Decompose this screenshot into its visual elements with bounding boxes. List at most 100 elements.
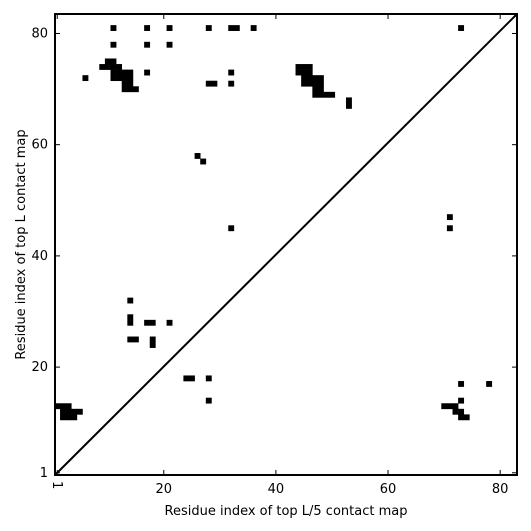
contact-point-upper xyxy=(317,80,324,87)
contact-point-upper xyxy=(127,80,134,87)
contact-point-lower xyxy=(65,414,72,421)
contact-point-upper xyxy=(127,69,134,76)
contact-point-upper xyxy=(301,64,308,70)
contact-point-lower xyxy=(452,408,459,415)
contact-point-upper xyxy=(317,75,324,82)
contact-point-lower xyxy=(205,397,212,404)
contact-point-upper xyxy=(166,25,173,31)
contact-point-upper xyxy=(110,25,117,31)
contact-point-upper xyxy=(127,75,134,82)
contact-point-lower xyxy=(132,336,139,343)
contact-point-lower xyxy=(149,319,156,326)
contact-point-upper xyxy=(301,75,308,82)
y-axis-label: Residue index of top L contact map xyxy=(14,129,29,359)
contact-point-lower xyxy=(441,403,448,410)
contact-point-upper xyxy=(228,225,235,232)
contact-point-lower xyxy=(486,381,493,387)
contact-point-upper xyxy=(116,69,123,76)
contact-point-lower xyxy=(189,375,195,382)
contact-point-upper xyxy=(228,80,235,87)
contact-point-lower xyxy=(458,408,465,415)
contact-point-upper xyxy=(446,214,453,221)
contact-point-lower xyxy=(205,375,212,382)
contact-point-upper xyxy=(121,86,128,93)
x-tick-label: 80 xyxy=(492,482,509,497)
contact-point-upper xyxy=(323,91,330,98)
contact-point-upper xyxy=(312,80,319,87)
contact-point-upper xyxy=(250,25,257,31)
contact-point-lower xyxy=(127,297,134,304)
contact-point-upper xyxy=(166,41,173,48)
contact-point-lower xyxy=(65,408,72,415)
contact-point-lower xyxy=(452,403,459,410)
contact-point-upper xyxy=(110,64,117,70)
contact-point-lower xyxy=(458,414,465,421)
contact-point-lower xyxy=(76,408,83,415)
contact-point-lower xyxy=(458,381,465,387)
contact-point-lower xyxy=(65,403,72,410)
contact-point-lower xyxy=(54,403,61,410)
contact-point-upper xyxy=(312,75,319,82)
y-tick-label: 1 xyxy=(40,466,48,481)
contact-point-lower xyxy=(71,414,78,421)
y-tick-label: 40 xyxy=(31,249,48,264)
y-tick-label: 60 xyxy=(31,138,48,153)
contact-point-upper xyxy=(205,25,212,31)
x-tick-label: 1 xyxy=(49,481,64,489)
contact-point-upper xyxy=(116,64,123,70)
contact-point-upper xyxy=(104,64,111,70)
x-tick-label: 40 xyxy=(268,482,285,497)
y-tick-label: 80 xyxy=(31,26,48,41)
contact-point-lower xyxy=(127,314,134,321)
contact-point-upper xyxy=(345,102,352,109)
contact-point-lower xyxy=(463,414,470,421)
contact-point-upper xyxy=(317,86,324,93)
contact-point-upper xyxy=(306,69,313,76)
x-axis-label: Residue index of top L/5 contact map xyxy=(165,504,408,519)
contact-point-upper xyxy=(301,69,308,76)
contact-point-lower xyxy=(60,408,66,415)
contact-point-upper xyxy=(295,64,302,70)
contact-point-upper xyxy=(132,86,139,93)
diagonal-line xyxy=(54,13,518,476)
contact-point-upper xyxy=(317,91,324,98)
contact-point-upper xyxy=(110,69,117,76)
contact-point-lower xyxy=(458,397,465,404)
contact-point-upper xyxy=(116,75,123,82)
contact-point-upper xyxy=(144,41,151,48)
contact-point-upper xyxy=(121,80,128,87)
contact-point-upper xyxy=(121,69,128,76)
contact-point-upper xyxy=(228,25,235,31)
contact-point-upper xyxy=(301,80,308,87)
contact-point-upper xyxy=(458,25,465,31)
contact-point-lower xyxy=(144,319,151,326)
contact-point-upper xyxy=(110,58,117,65)
contact-point-upper xyxy=(446,225,453,232)
contact-point-upper xyxy=(306,64,313,70)
contact-point-lower xyxy=(149,342,156,348)
contact-point-upper xyxy=(144,69,151,76)
contact-point-upper xyxy=(312,86,319,93)
contact-point-lower xyxy=(166,319,173,326)
contact-point-lower xyxy=(71,408,78,415)
contact-point-upper xyxy=(127,86,134,93)
contact-point-upper xyxy=(205,80,212,87)
contact-point-lower xyxy=(446,403,453,410)
contact-point-upper xyxy=(194,153,201,159)
contact-point-upper xyxy=(121,75,128,82)
contact-point-upper xyxy=(99,64,106,70)
contact-points xyxy=(54,25,493,421)
contact-point-lower xyxy=(127,336,134,343)
contact-point-upper xyxy=(110,41,117,48)
contact-point-lower xyxy=(60,403,66,410)
contact-point-upper xyxy=(144,25,151,31)
contact-point-upper xyxy=(228,69,235,76)
contact-point-lower xyxy=(183,375,190,382)
contact-point-upper xyxy=(345,97,352,104)
contact-point-upper xyxy=(329,91,336,98)
contact-point-upper xyxy=(306,75,313,82)
contact-point-lower xyxy=(149,336,156,343)
contact-point-upper xyxy=(295,69,302,76)
axis-ticks: 1 20 40 60 80 1 20 40 60 80 xyxy=(31,14,517,497)
